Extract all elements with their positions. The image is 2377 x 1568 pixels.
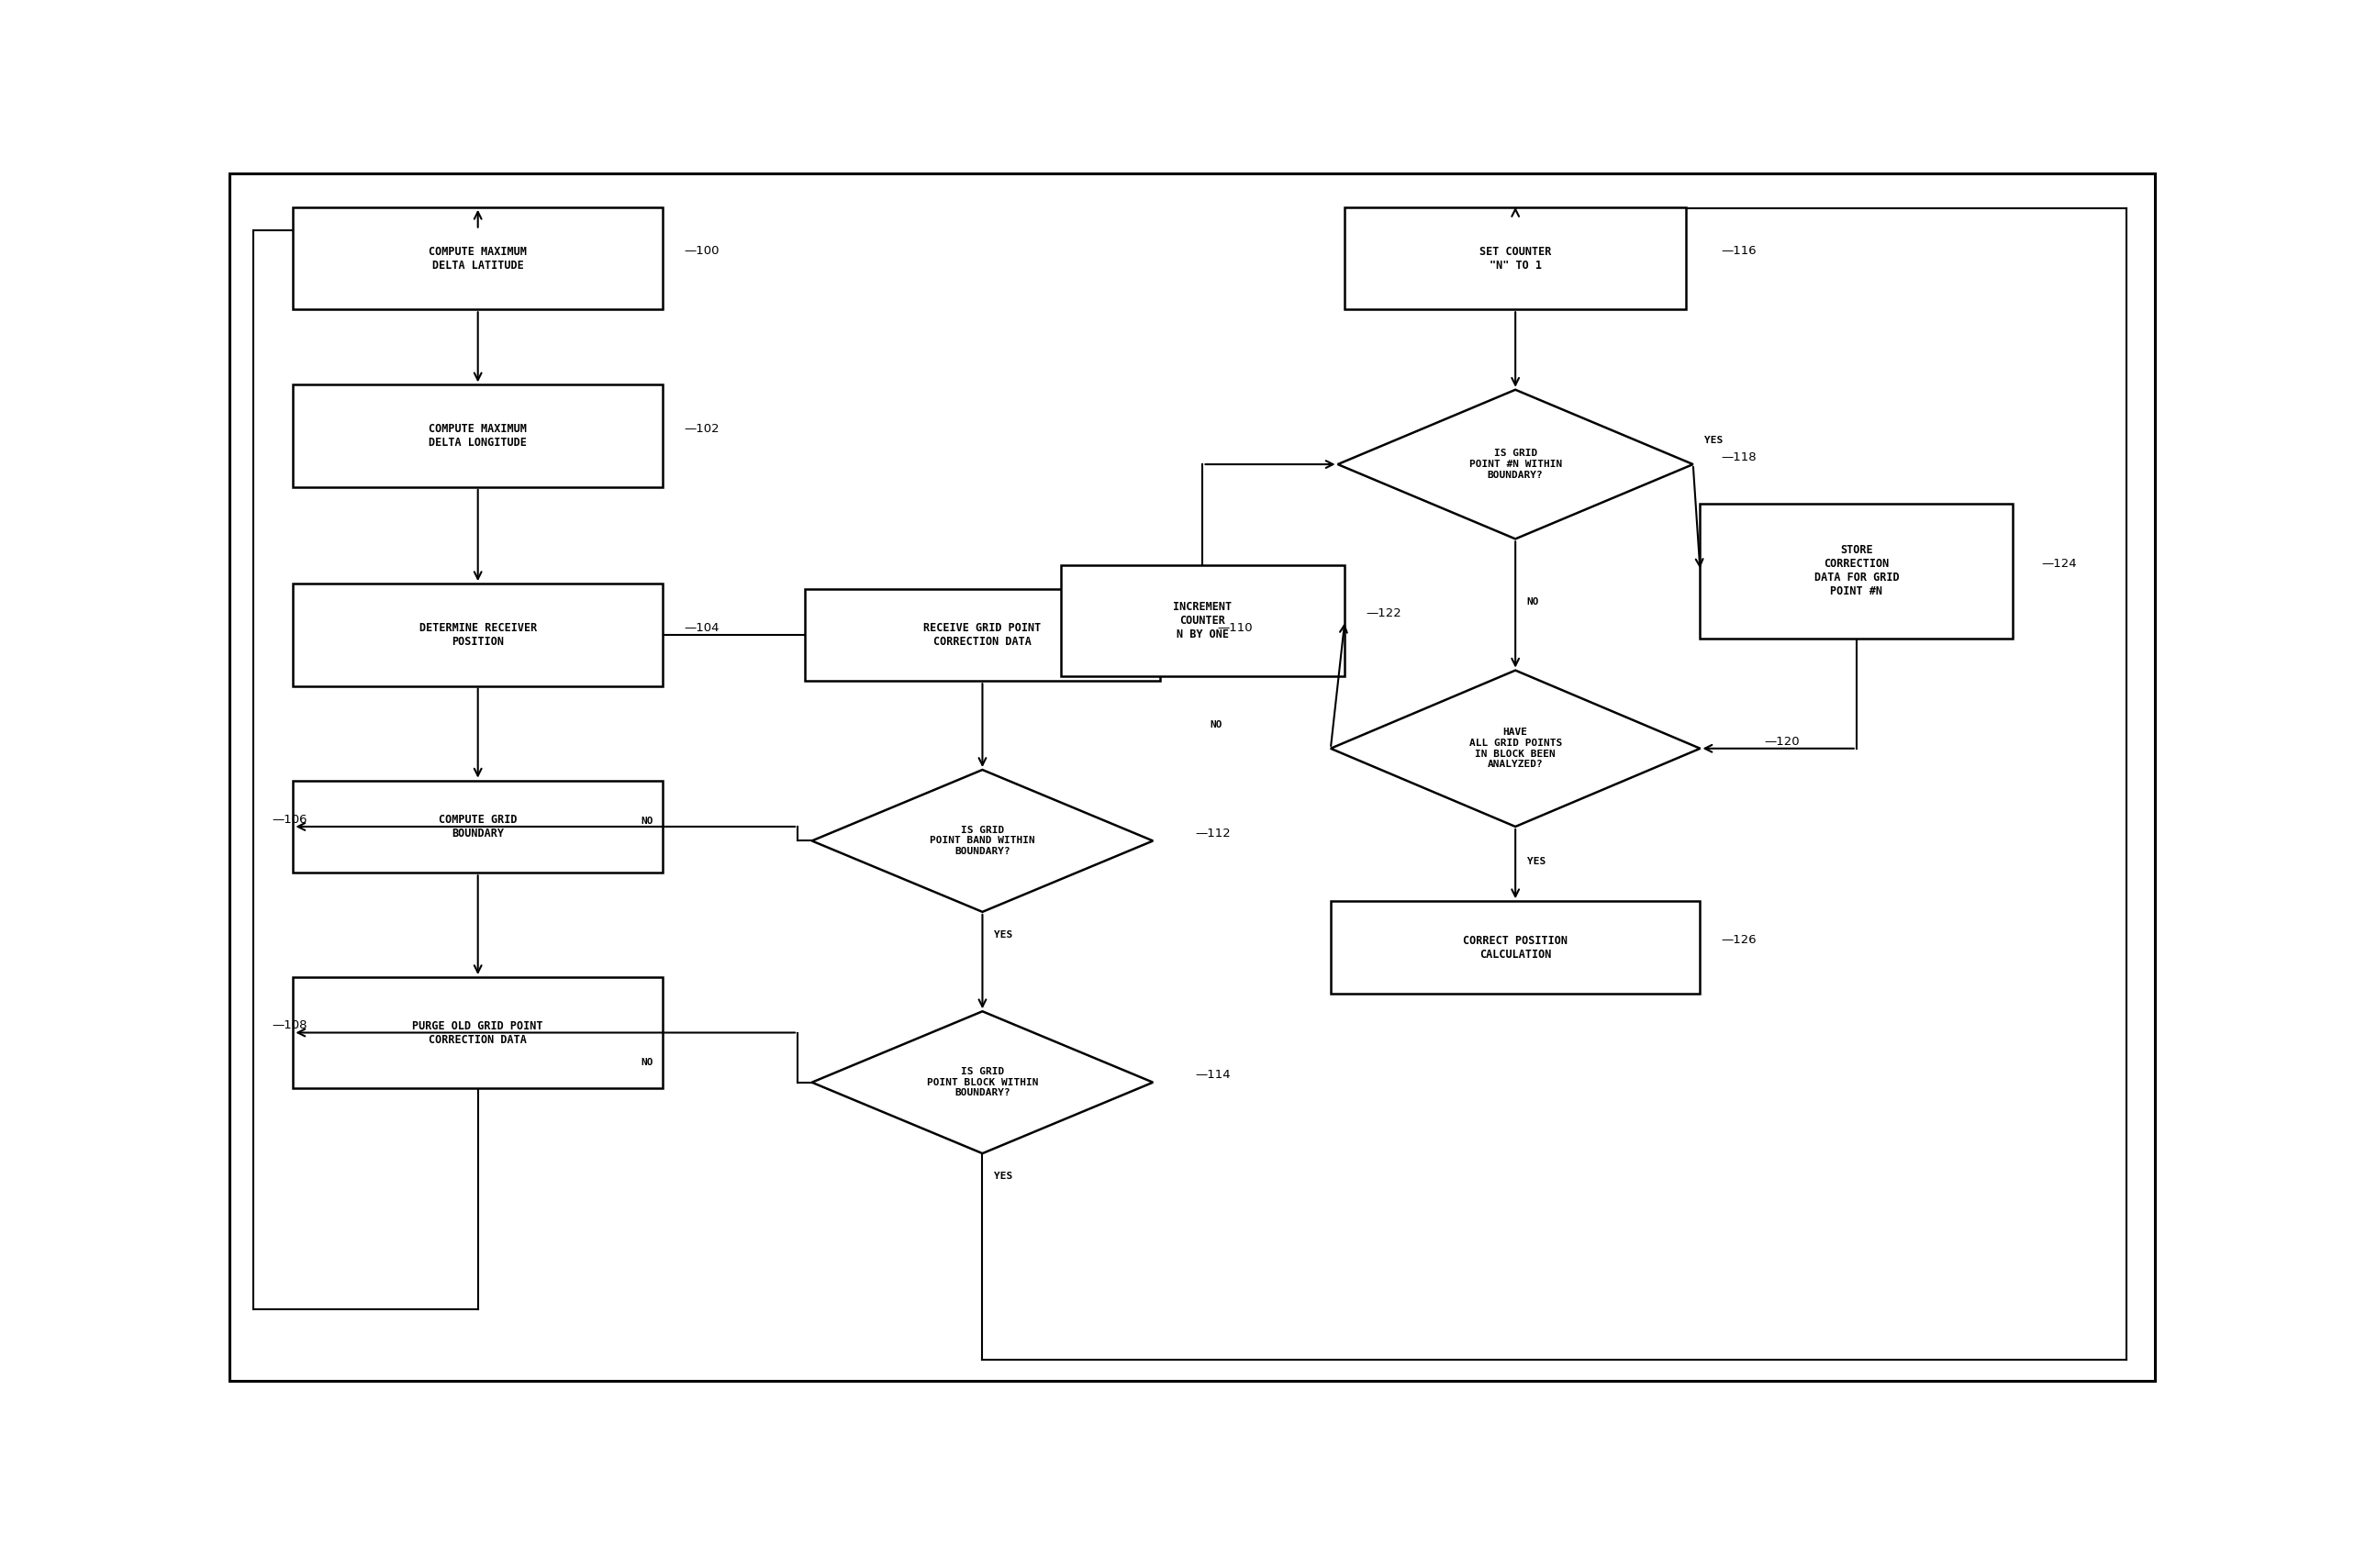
Text: —102: —102 [685,423,720,434]
Text: YES: YES [1704,436,1723,445]
Text: —110: —110 [1217,622,1253,633]
Text: —100: —100 [685,245,720,257]
Text: —118: —118 [1721,452,1757,463]
Text: —124: —124 [2042,558,2077,569]
Text: IS GRID
POINT #N WITHIN
BOUNDARY?: IS GRID POINT #N WITHIN BOUNDARY? [1469,448,1562,480]
Text: COMPUTE MAXIMUM
DELTA LATITUDE: COMPUTE MAXIMUM DELTA LATITUDE [428,246,528,271]
Text: DETERMINE RECEIVER
POSITION: DETERMINE RECEIVER POSITION [418,622,537,648]
FancyBboxPatch shape [292,207,663,309]
Text: IS GRID
POINT BLOCK WITHIN
BOUNDARY?: IS GRID POINT BLOCK WITHIN BOUNDARY? [927,1068,1039,1098]
Text: INCREMENT
COUNTER
N BY ONE: INCREMENT COUNTER N BY ONE [1174,601,1231,640]
Text: YES: YES [994,930,1013,939]
Polygon shape [813,770,1153,913]
Text: —116: —116 [1721,245,1757,257]
Text: RECEIVE GRID POINT
CORRECTION DATA: RECEIVE GRID POINT CORRECTION DATA [925,622,1041,648]
Text: PURGE OLD GRID POINT
CORRECTION DATA: PURGE OLD GRID POINT CORRECTION DATA [414,1019,544,1046]
Text: NO: NO [642,817,654,826]
Text: —104: —104 [685,622,720,633]
FancyBboxPatch shape [292,977,663,1088]
Text: SET COUNTER
"N" TO 1: SET COUNTER "N" TO 1 [1478,246,1552,271]
FancyBboxPatch shape [292,781,663,873]
Text: —114: —114 [1196,1069,1231,1082]
FancyBboxPatch shape [292,583,663,685]
Text: —122: —122 [1367,607,1402,619]
FancyBboxPatch shape [1700,503,2013,638]
Text: YES: YES [994,1171,1013,1181]
Text: NO: NO [642,1058,654,1068]
Polygon shape [813,1011,1153,1154]
Text: STORE
CORRECTION
DATA FOR GRID
POINT #N: STORE CORRECTION DATA FOR GRID POINT #N [1814,544,1899,597]
Text: NO: NO [1526,597,1540,607]
Text: NO: NO [1210,720,1222,729]
FancyBboxPatch shape [1331,902,1700,994]
Text: IS GRID
POINT BAND WITHIN
BOUNDARY?: IS GRID POINT BAND WITHIN BOUNDARY? [929,826,1034,856]
FancyBboxPatch shape [292,384,663,488]
Text: —108: —108 [271,1019,307,1032]
FancyBboxPatch shape [806,588,1160,681]
Polygon shape [1338,390,1692,539]
FancyBboxPatch shape [1345,207,1685,309]
Text: YES: YES [1526,856,1545,866]
Text: COMPUTE GRID
BOUNDARY: COMPUTE GRID BOUNDARY [440,814,518,839]
Text: CORRECT POSITION
CALCULATION: CORRECT POSITION CALCULATION [1464,935,1569,960]
Polygon shape [1331,671,1700,826]
Text: —112: —112 [1196,828,1231,840]
FancyBboxPatch shape [1060,564,1345,676]
Text: HAVE
ALL GRID POINTS
IN BLOCK BEEN
ANALYZED?: HAVE ALL GRID POINTS IN BLOCK BEEN ANALY… [1469,728,1562,768]
Text: COMPUTE MAXIMUM
DELTA LONGITUDE: COMPUTE MAXIMUM DELTA LONGITUDE [428,423,528,448]
Text: —120: —120 [1764,735,1799,748]
Text: —106: —106 [271,814,307,825]
Text: —126: —126 [1721,935,1757,946]
